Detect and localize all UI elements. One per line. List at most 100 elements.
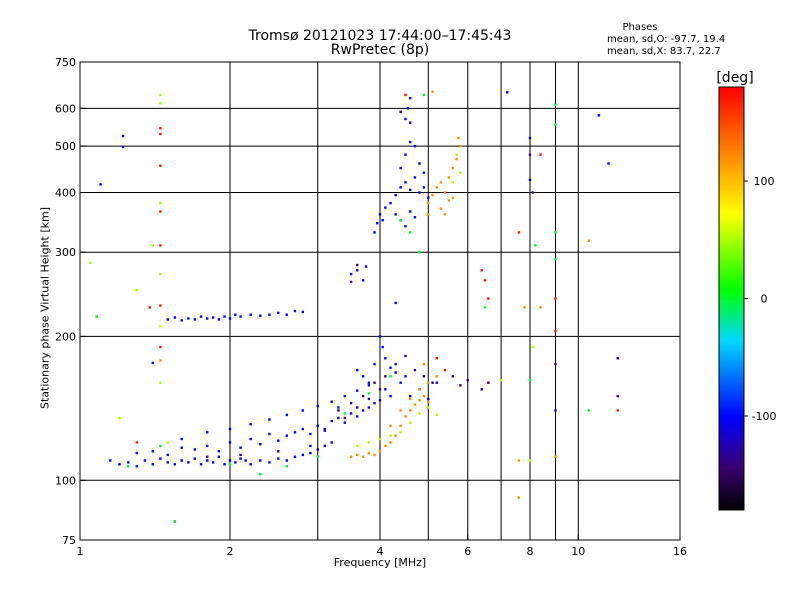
data-point bbox=[355, 368, 359, 372]
data-point bbox=[422, 171, 426, 174]
data-point bbox=[554, 330, 557, 333]
data-point bbox=[349, 455, 353, 458]
data-point bbox=[285, 313, 288, 316]
data-point bbox=[173, 463, 177, 466]
data-point bbox=[337, 406, 340, 409]
data-point bbox=[381, 345, 384, 349]
data-point bbox=[607, 162, 610, 165]
data-point bbox=[378, 450, 382, 453]
data-point bbox=[151, 361, 155, 365]
data-point bbox=[361, 394, 365, 398]
data-point bbox=[427, 406, 430, 409]
data-point bbox=[159, 359, 162, 362]
data-point bbox=[239, 446, 242, 449]
data-point bbox=[89, 261, 92, 265]
data-point bbox=[517, 496, 521, 499]
data-point bbox=[431, 381, 434, 384]
data-point bbox=[367, 406, 371, 409]
data-point bbox=[367, 392, 371, 395]
data-point bbox=[228, 427, 232, 431]
data-point bbox=[323, 427, 327, 431]
data-point bbox=[367, 451, 371, 455]
data-point bbox=[355, 406, 359, 409]
data-point bbox=[399, 431, 402, 434]
data-point bbox=[349, 412, 353, 415]
data-point bbox=[316, 424, 319, 428]
data-point bbox=[413, 216, 417, 219]
x-tick-label: 4 bbox=[377, 545, 384, 558]
data-point bbox=[151, 450, 155, 453]
data-point bbox=[539, 306, 542, 309]
data-point bbox=[373, 381, 376, 384]
data-point bbox=[466, 378, 469, 382]
data-point bbox=[343, 416, 347, 420]
data-point bbox=[159, 444, 162, 448]
data-point bbox=[499, 378, 503, 382]
data-point bbox=[597, 114, 601, 117]
data-point bbox=[259, 459, 262, 462]
data-point bbox=[285, 465, 288, 468]
data-point bbox=[554, 103, 557, 107]
data-point bbox=[166, 453, 169, 457]
colorbar-tick-label: 0 bbox=[761, 293, 768, 306]
data-point bbox=[413, 144, 417, 148]
data-point bbox=[373, 231, 376, 234]
x-axis-ticks: 1 2 4 6 8 10 16 bbox=[77, 534, 687, 558]
data-point bbox=[127, 461, 130, 464]
data-point bbox=[409, 210, 412, 213]
data-point bbox=[418, 191, 421, 194]
data-point bbox=[451, 196, 455, 199]
data-point bbox=[285, 434, 288, 437]
data-point bbox=[249, 437, 252, 441]
data-point bbox=[249, 423, 252, 426]
chart-title: Tromsø 20121023 17:44:00–17:45:43 bbox=[248, 28, 512, 44]
data-point bbox=[435, 413, 438, 417]
data-point bbox=[404, 225, 407, 228]
data-point bbox=[531, 191, 534, 194]
data-point bbox=[384, 444, 387, 448]
data-point bbox=[418, 399, 421, 402]
data-point bbox=[404, 375, 407, 378]
data-point bbox=[330, 419, 333, 423]
data-point bbox=[409, 409, 412, 412]
data-point bbox=[277, 311, 280, 315]
data-point bbox=[384, 206, 387, 209]
data-point bbox=[409, 121, 412, 124]
data-point bbox=[135, 441, 138, 444]
data-point bbox=[413, 176, 417, 179]
data-point bbox=[447, 176, 451, 179]
data-point bbox=[587, 239, 591, 242]
data-point bbox=[211, 461, 215, 464]
data-point bbox=[459, 171, 462, 174]
data-point bbox=[228, 463, 232, 466]
data-point bbox=[418, 162, 421, 165]
data-point bbox=[309, 444, 312, 448]
data-point bbox=[343, 421, 347, 424]
grid-lines bbox=[80, 62, 680, 540]
data-point bbox=[399, 219, 402, 222]
data-point bbox=[109, 459, 112, 462]
data-point bbox=[211, 316, 215, 319]
data-point bbox=[399, 381, 402, 384]
data-point bbox=[435, 381, 438, 384]
data-point bbox=[121, 134, 125, 138]
data-point bbox=[199, 315, 203, 318]
data-point bbox=[517, 459, 521, 462]
x-tick-label: 6 bbox=[464, 545, 471, 558]
colorbar-ticks: 100 0 -100 bbox=[744, 175, 776, 423]
data-point bbox=[616, 357, 619, 360]
data-point bbox=[418, 388, 421, 391]
data-point bbox=[409, 421, 412, 424]
data-point bbox=[239, 453, 242, 457]
data-point bbox=[394, 434, 397, 437]
data-point bbox=[422, 394, 426, 398]
data-point bbox=[355, 453, 359, 457]
data-point bbox=[234, 313, 237, 316]
x-tick-label: 10 bbox=[571, 545, 585, 558]
data-point bbox=[413, 403, 417, 406]
data-point bbox=[166, 441, 169, 444]
data-point bbox=[418, 412, 421, 415]
data-point bbox=[389, 441, 392, 444]
data-point bbox=[205, 431, 209, 434]
data-point bbox=[316, 455, 319, 458]
